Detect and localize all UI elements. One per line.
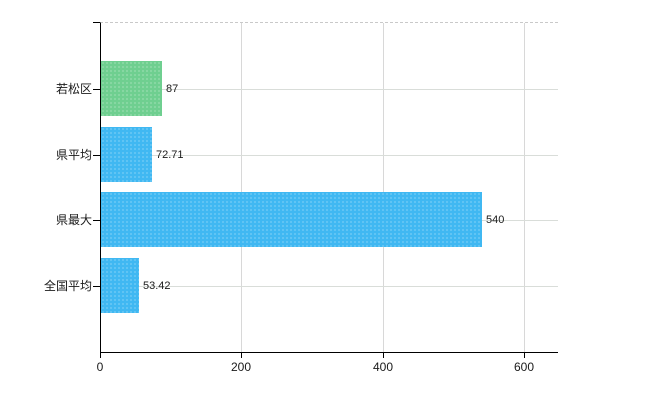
bar-value-label: 53.42 [143,280,171,292]
x-tick-label: 600 [513,360,535,374]
bar [101,127,152,182]
category-label: 県最大 [55,213,92,227]
x-gridline [524,23,525,352]
bar [101,61,162,116]
category-gridline [101,286,558,287]
y-axis-tick [93,220,100,221]
category-label: 全国平均 [43,279,92,293]
y-axis-tick [93,89,100,90]
category-label: 若松区 [55,82,92,96]
category-gridline [101,89,558,90]
x-tick-label: 400 [372,360,394,374]
bar-value-label: 87 [166,83,179,95]
bar [101,258,139,313]
x-axis-tick [383,353,384,358]
y-axis-tick [93,155,100,156]
x-tick-label: 200 [230,360,252,374]
category-label: 県平均 [55,148,92,162]
y-axis-end-tick [93,22,100,23]
y-axis-tick [93,286,100,287]
bar-value-label: 72.71 [156,149,184,161]
category-gridline [101,155,558,156]
plot-area [100,22,558,353]
x-axis-tick [241,353,242,358]
x-axis-tick [524,353,525,358]
x-tick-label: 0 [96,360,104,374]
x-gridline [383,23,384,352]
bar [101,192,482,247]
x-axis-tick [100,353,101,358]
bar-value-label: 540 [486,214,505,226]
x-gridline [241,23,242,352]
